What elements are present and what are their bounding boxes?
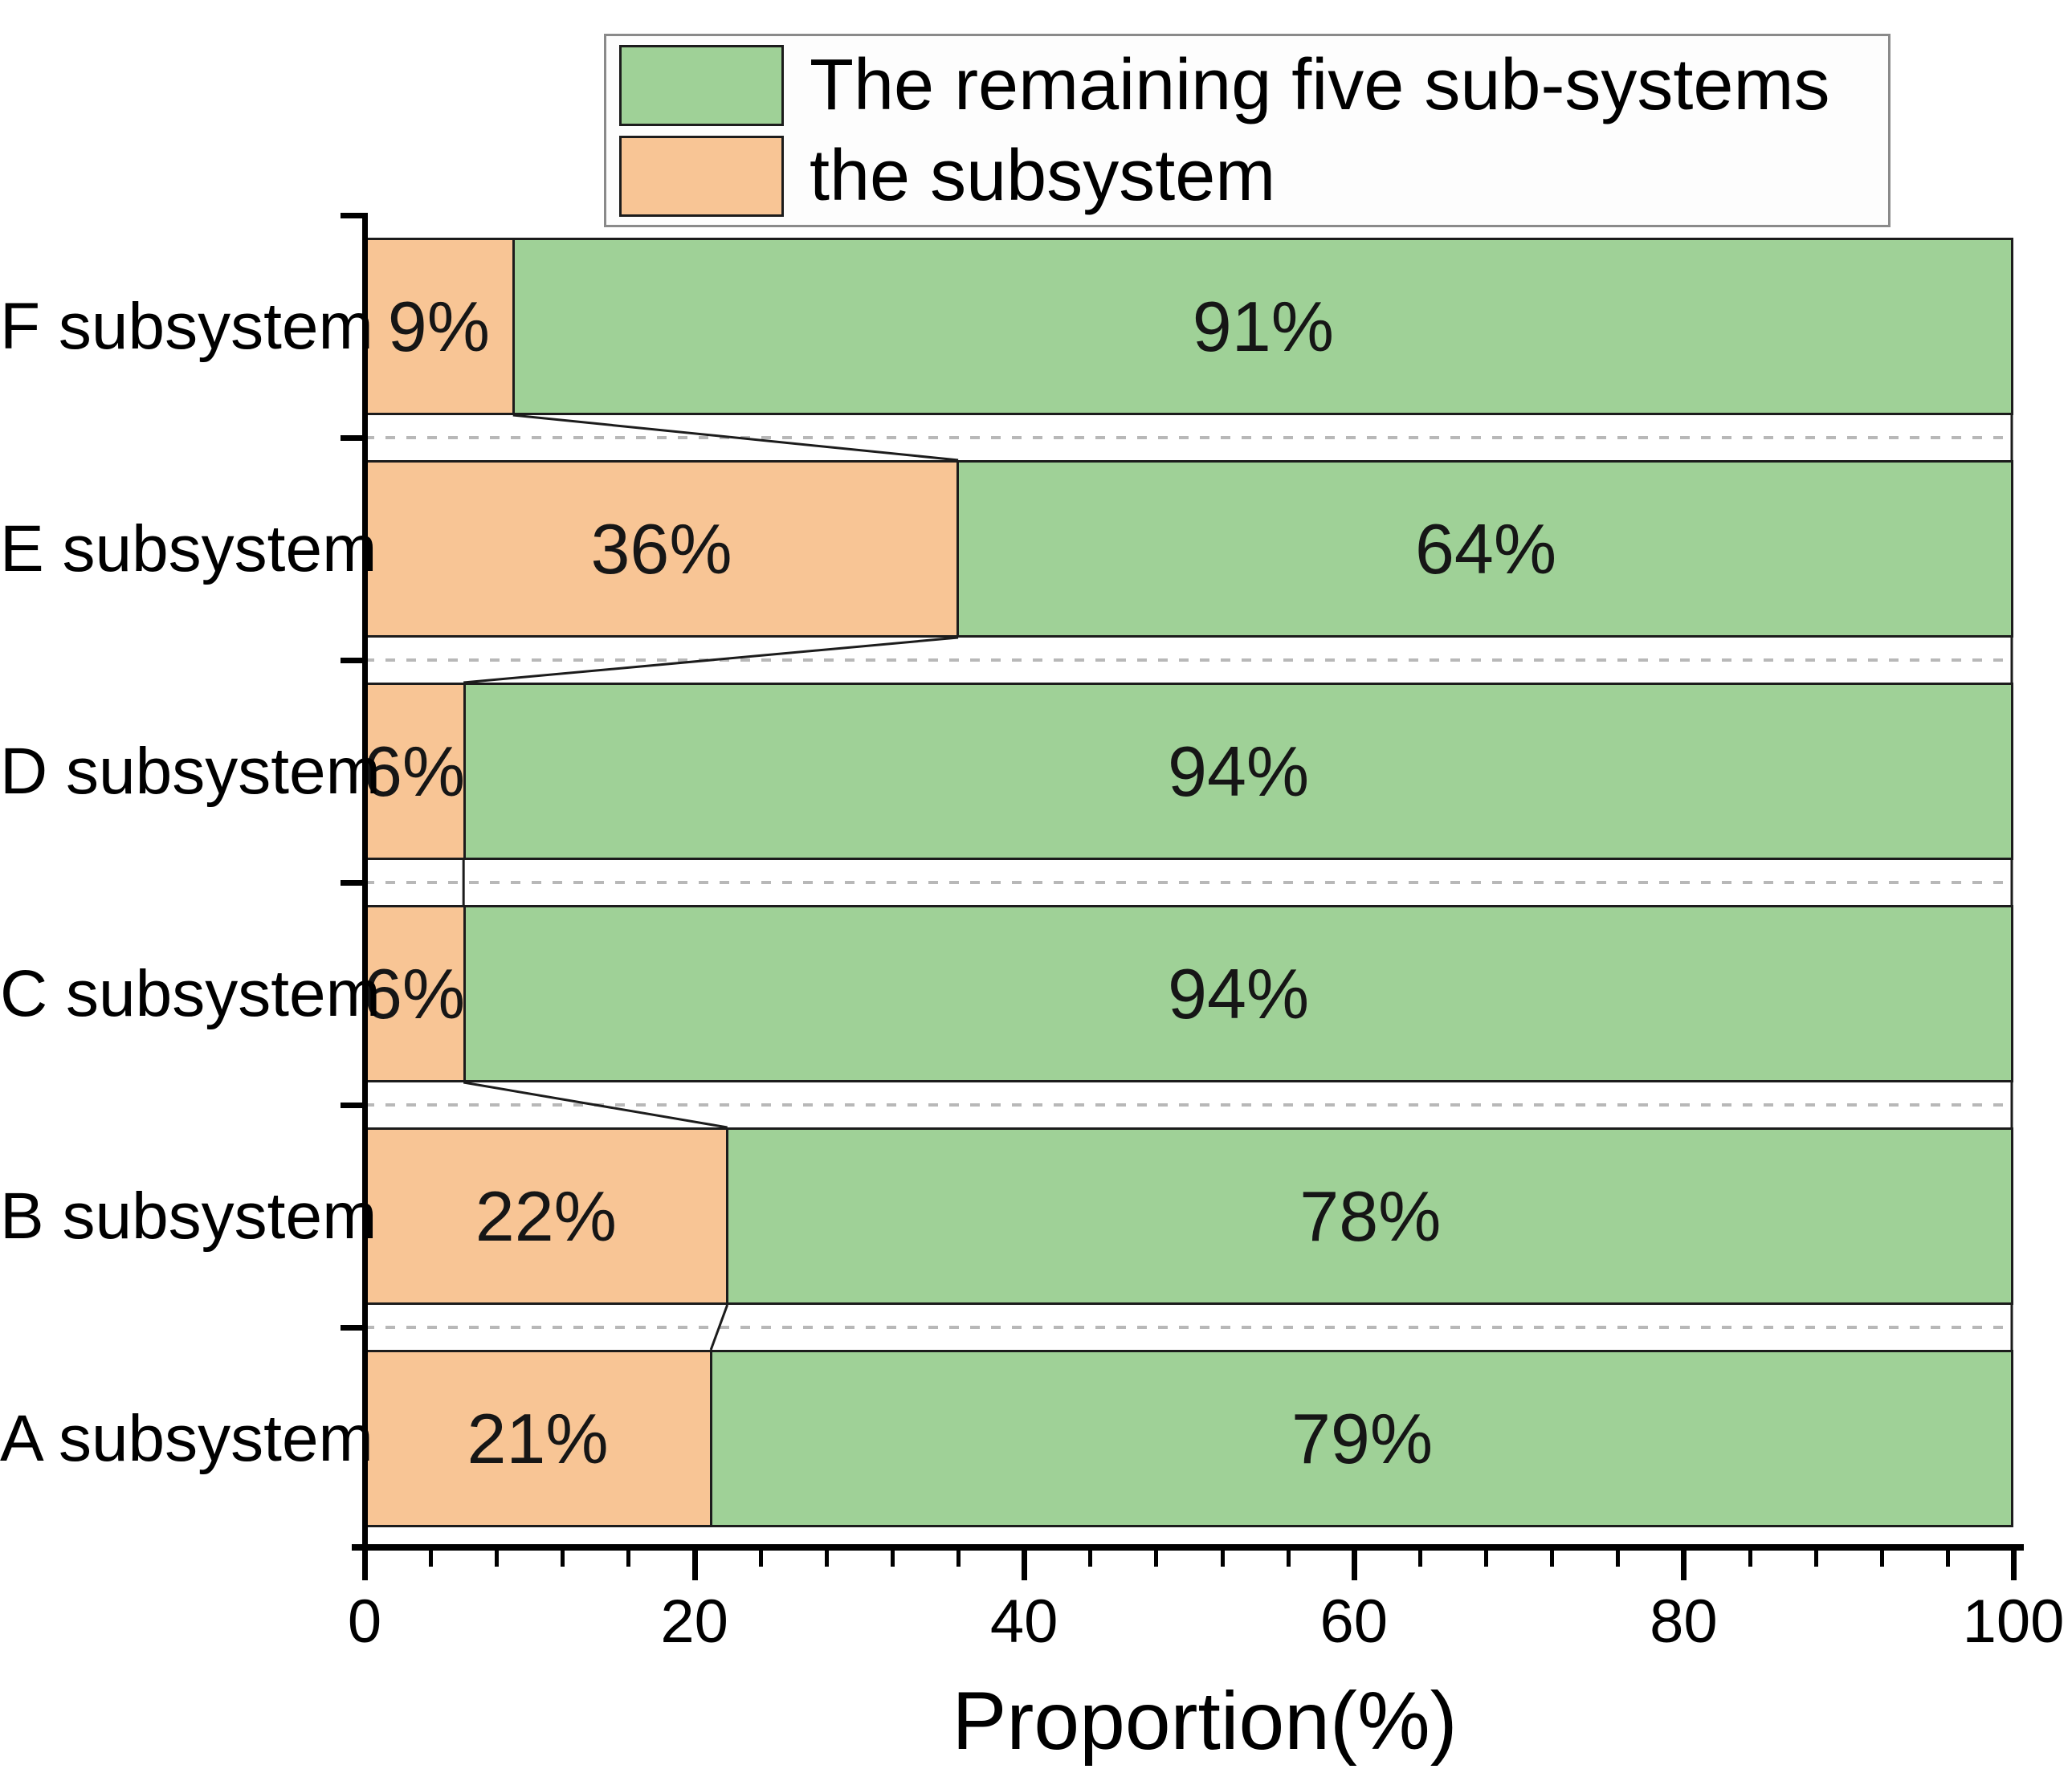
value-label-subsystem: 6% — [362, 731, 466, 811]
x-minor-tick — [1286, 1550, 1291, 1567]
x-major-tick — [2011, 1550, 2017, 1580]
value-label-subsystem: 6% — [362, 953, 466, 1033]
value-label-subsystem: 22% — [475, 1176, 617, 1256]
y-tick — [341, 1103, 368, 1108]
x-minor-tick — [824, 1550, 829, 1567]
value-label-subsystem: 9% — [387, 286, 490, 366]
y-axis-label: C subsystem — [0, 956, 381, 1030]
x-tick-label: 20 — [660, 1588, 728, 1656]
x-minor-tick — [1748, 1550, 1752, 1567]
legend-entry-subsystem: the subsystem — [619, 131, 1888, 222]
x-minor-tick — [1813, 1550, 1818, 1567]
x-minor-tick — [626, 1550, 631, 1567]
x-major-tick — [1351, 1550, 1357, 1580]
y-axis-label: D subsystem — [0, 734, 381, 808]
band-separator-dashed-line — [365, 881, 2007, 884]
value-label-subsystem: 36% — [590, 508, 732, 589]
x-tick-label: 60 — [1319, 1588, 1389, 1656]
x-minor-tick — [1484, 1550, 1489, 1567]
value-label-remaining: 94% — [1168, 731, 1310, 811]
value-label-remaining: 79% — [1291, 1398, 1434, 1478]
band-separator-dashed-line — [365, 658, 2007, 662]
x-minor-tick — [758, 1550, 763, 1567]
legend: The remaining five sub-systems the subsy… — [604, 34, 1890, 227]
x-tick-label: 40 — [989, 1588, 1058, 1656]
value-label-remaining: 78% — [1299, 1176, 1442, 1256]
value-label-remaining: 91% — [1192, 286, 1334, 366]
bar-row-c-subsystem — [365, 905, 2013, 1082]
legend-label-subsystem: the subsystem — [810, 135, 1276, 216]
value-label-remaining: 94% — [1168, 953, 1310, 1033]
segment-the-subsystem — [367, 240, 516, 413]
legend-label-remaining: The remaining five sub-systems — [810, 44, 1830, 125]
x-minor-tick — [429, 1550, 434, 1567]
segment-the-subsystem — [367, 463, 959, 635]
bar-row-f-subsystem — [365, 238, 2013, 415]
x-minor-tick — [890, 1550, 895, 1567]
y-tick — [341, 658, 368, 663]
bar-row-d-subsystem — [365, 683, 2013, 860]
value-label-subsystem: 21% — [467, 1398, 609, 1478]
x-minor-tick — [956, 1550, 961, 1567]
x-minor-tick — [1154, 1550, 1159, 1567]
x-minor-tick — [1417, 1550, 1422, 1567]
x-minor-tick — [1879, 1550, 1884, 1567]
x-axis-title: Proportion(%) — [952, 1675, 1458, 1767]
y-tick — [341, 435, 368, 441]
band-separator-dashed-line — [365, 1103, 2007, 1107]
x-axis-line — [352, 1544, 2024, 1551]
segment-the-subsystem — [367, 685, 466, 858]
bar-row-e-subsystem — [365, 460, 2013, 638]
x-minor-tick — [1220, 1550, 1225, 1567]
segment-the-subsystem — [367, 1130, 729, 1302]
legend-swatch-green-icon — [619, 44, 784, 126]
y-axis-label: B subsystem — [0, 1179, 377, 1253]
x-minor-tick — [1616, 1550, 1621, 1567]
segment-the-subsystem — [367, 907, 466, 1080]
x-minor-tick — [1088, 1550, 1093, 1567]
y-axis-label: F subsystem — [0, 289, 373, 363]
x-minor-tick — [1945, 1550, 1950, 1567]
x-major-tick — [362, 1550, 368, 1580]
y-axis-label: E subsystem — [0, 512, 377, 585]
x-tick-label: 80 — [1650, 1588, 1718, 1656]
x-major-tick — [1022, 1550, 1028, 1580]
x-major-tick — [1681, 1550, 1687, 1580]
x-minor-tick — [1550, 1550, 1555, 1567]
x-minor-tick — [495, 1550, 500, 1567]
x-tick-label: 100 — [1962, 1588, 2065, 1656]
bar-row-a-subsystem — [365, 1350, 2013, 1527]
y-tick — [341, 213, 368, 218]
band-separator-dashed-line — [365, 1326, 2007, 1329]
segment-the-subsystem — [367, 1352, 712, 1525]
bar-row-b-subsystem — [365, 1127, 2013, 1305]
x-major-tick — [691, 1550, 698, 1580]
y-axis-label: A subsystem — [0, 1401, 373, 1475]
legend-swatch-orange-icon — [619, 135, 784, 217]
y-tick — [341, 880, 368, 886]
y-tick — [341, 1325, 368, 1331]
band-separator-dashed-line — [365, 436, 2007, 439]
legend-entry-remaining: The remaining five sub-systems — [619, 40, 1888, 131]
x-tick-label: 0 — [347, 1588, 382, 1656]
x-minor-tick — [561, 1550, 565, 1567]
value-label-remaining: 64% — [1414, 508, 1557, 589]
